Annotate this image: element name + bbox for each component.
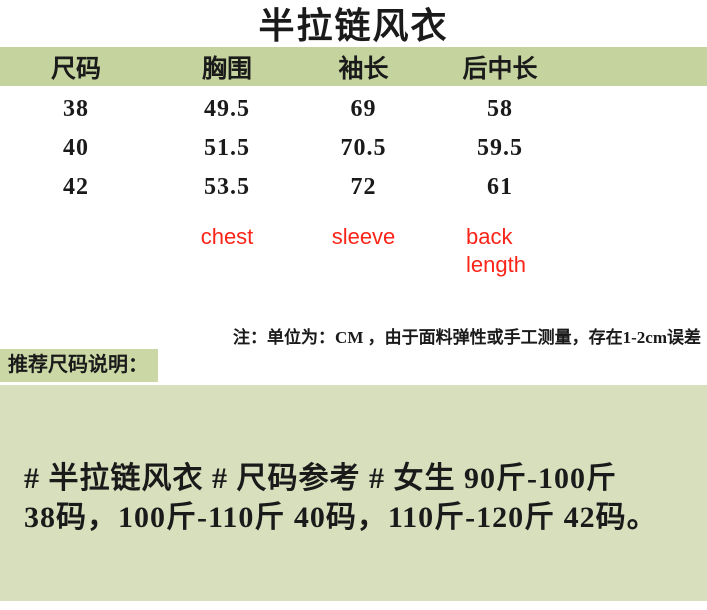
unit-disclaimer-note: 注：单位为：CM ，由于面料弹性或手工测量，存在1-2cm误差 (233, 328, 701, 347)
recommend-size-label: 推荐尺码说明： (0, 349, 158, 382)
recommend-text-line: 38码，100斤-110斤 40码，110斤-120斤 42码。 (24, 501, 658, 534)
chest-value: 51.5 (204, 135, 250, 161)
size-value: 38 (63, 96, 89, 122)
header-size: 尺码 (50, 55, 101, 83)
header-chest: 胸围 (201, 55, 252, 83)
table-header-row: 尺码 胸围 袖长 后中长 (0, 47, 707, 86)
recommend-text-line: # 半拉链风衣 # 尺码参考 # 女生 90斤-100斤 (24, 462, 617, 495)
back-length-value: 58 (487, 96, 513, 122)
chest-value: 53.5 (204, 174, 250, 200)
chest-en-label: chest (200, 224, 254, 249)
table-row: 40 51.5 70.5 59.5 (0, 129, 707, 168)
table-row: 42 53.5 72 61 (0, 168, 707, 207)
size-value: 40 (63, 135, 89, 161)
sleeve-value: 70.5 (340, 135, 387, 161)
table-row: 38 49.5 69 58 (0, 90, 707, 129)
back-length-value: 59.5 (477, 135, 523, 161)
sleeve-value: 69 (350, 96, 377, 122)
english-labels-row: chest sleeve back length (0, 223, 707, 279)
table-body: 38 49.5 69 58 40 51.5 70.5 59.5 42 53.5 … (0, 90, 707, 207)
back-length-en-label: back length (466, 224, 526, 277)
page-title: 半拉链风衣 (258, 6, 449, 46)
recommend-size-box: # 半拉链风衣 # 尺码参考 # 女生 90斤-100斤 38码，100斤-11… (0, 385, 707, 601)
header-back-length: 后中长 (462, 55, 538, 83)
back-length-value: 61 (487, 174, 513, 200)
chest-value: 49.5 (204, 96, 250, 122)
header-sleeve: 袖长 (338, 55, 389, 83)
size-value: 42 (63, 174, 89, 200)
sleeve-value: 72 (350, 174, 377, 200)
sleeve-en-label: sleeve (331, 224, 396, 249)
